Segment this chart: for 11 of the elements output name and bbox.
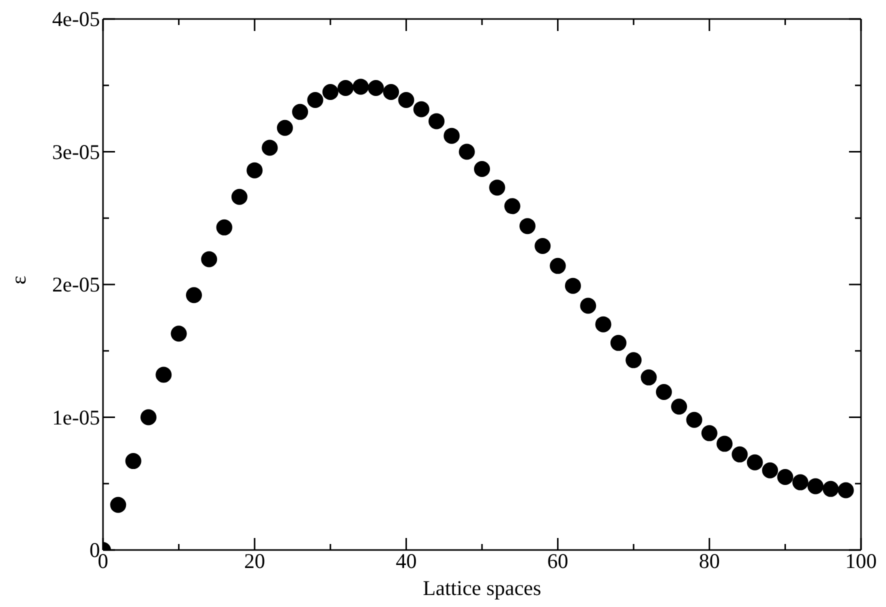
x-tick-label: 100 xyxy=(845,549,877,573)
y-tick-label: 4e-05 xyxy=(52,7,100,31)
y-tick-label: 3e-05 xyxy=(52,140,100,164)
x-tick-label: 60 xyxy=(547,549,568,573)
y-tick-label: 2e-05 xyxy=(52,272,100,296)
x-tick-label: 40 xyxy=(396,549,417,573)
x-tick-label: 20 xyxy=(244,549,266,573)
y-axis-title: ε xyxy=(6,276,30,284)
x-axis-title: Lattice spaces xyxy=(422,576,542,600)
x-tick-label: 80 xyxy=(698,549,720,573)
y-tick-label: 1e-05 xyxy=(52,405,100,430)
